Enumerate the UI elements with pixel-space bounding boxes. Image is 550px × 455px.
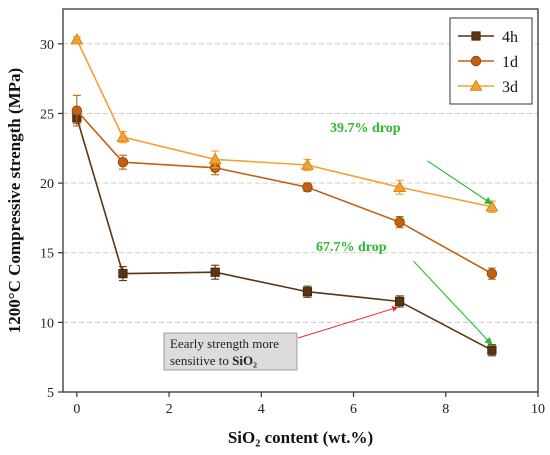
- x-tick-label: 6: [350, 402, 357, 417]
- series-4h: [72, 111, 497, 357]
- annotation-box-line2-bold: SiO₂: [232, 353, 257, 368]
- data-point: [302, 182, 313, 193]
- series-1d: [71, 94, 498, 280]
- data-point: [300, 158, 314, 170]
- legend-label: 1d: [502, 54, 518, 71]
- x-tick-label: 8: [442, 402, 449, 417]
- data-point: [395, 296, 405, 307]
- series-line: [76, 110, 493, 275]
- annotation-39-drop-arrow: [427, 160, 493, 205]
- series-layer: [70, 33, 499, 357]
- y-tick-label: 30: [40, 38, 54, 53]
- x-tick-label: 4: [258, 402, 265, 417]
- legend-label: 4h: [502, 29, 518, 46]
- legend: 4h 1d 3d: [449, 17, 533, 105]
- annotation-box-line2-prefix: sensitive to: [170, 353, 232, 368]
- data-point: [469, 79, 483, 91]
- annotation-box-arrow: [297, 305, 399, 339]
- legend-item-3d: 3d: [458, 79, 518, 96]
- y-tick-label: 15: [40, 247, 54, 262]
- annotation-box-line2: sensitive to SiO₂: [170, 353, 257, 368]
- y-tick-label: 5: [47, 386, 54, 401]
- legend-item-1d: 1d: [458, 54, 518, 71]
- data-point: [71, 105, 83, 116]
- x-tick-label: 0: [73, 402, 80, 417]
- y-tick-label: 10: [40, 316, 54, 331]
- data-point: [210, 267, 220, 277]
- data-point: [117, 156, 129, 168]
- legend-item-4h: 4h: [458, 29, 518, 46]
- annotation-67-drop-label: 67.7% drop: [316, 240, 387, 255]
- data-point: [470, 55, 482, 67]
- data-point: [302, 287, 313, 297]
- data-point: [70, 33, 84, 45]
- y-tick-label: 20: [40, 177, 54, 192]
- series-line: [76, 39, 493, 208]
- data-point: [394, 216, 405, 228]
- data-point: [487, 345, 497, 355]
- axes-layer: 0 2 4 6 8 10 5 10 15 20 25 30: [40, 38, 545, 417]
- series-line: [76, 117, 493, 351]
- x-axis-label: SiO₂ content (wt.%): [228, 428, 373, 447]
- legend-label: 3d: [502, 79, 518, 96]
- series-3d: [70, 33, 499, 213]
- x-tick-label: 2: [166, 402, 173, 417]
- plot-frame: [62, 8, 539, 393]
- y-axis-label: 1200°C Compressive strength (MPa): [5, 68, 24, 333]
- annotation-box: [163, 332, 298, 371]
- data-point: [485, 200, 499, 212]
- data-point: [393, 180, 407, 193]
- annotation-39-drop-label: 39.7% drop: [330, 121, 401, 136]
- data-point: [471, 31, 481, 41]
- annotation-box-line1: Eearly strength more: [170, 336, 279, 351]
- x-tick-label: 10: [531, 402, 545, 417]
- annotation-layer: 39.7% drop 67.7% drop Eearly strength more…: [163, 121, 493, 371]
- data-point: [486, 268, 498, 279]
- annotation-67-drop-arrow: [413, 260, 493, 346]
- y-tick-label: 25: [40, 107, 54, 122]
- data-point: [116, 130, 130, 142]
- data-point: [208, 152, 222, 165]
- data-point: [118, 269, 128, 279]
